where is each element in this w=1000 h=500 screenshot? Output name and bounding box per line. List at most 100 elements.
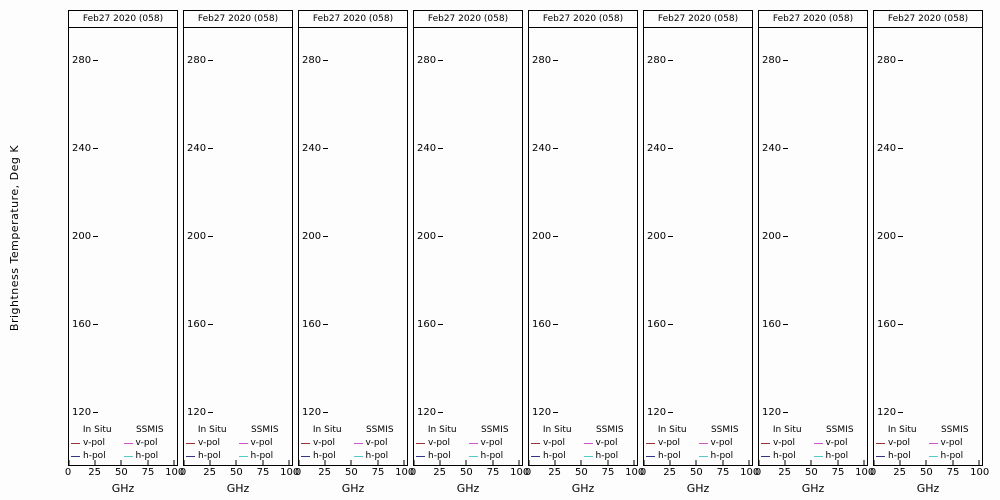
y-tick: 200 [532,230,559,242]
y-tick-label: 200 [302,230,322,242]
y-tick: 120 [302,406,329,418]
legend-entry-ssmis-vpol: v-pol [698,438,752,448]
plot-area: 280 240 200 160 120 [68,28,178,466]
y-tick: 160 [762,318,789,330]
y-tick-label: 120 [187,406,207,418]
x-tick-mark [925,460,927,465]
legend: In Situ SSMIS v-pol v-pol h-pol h-pol [186,425,291,461]
legend-entry-insitu-vpol: v-pol [531,438,584,448]
y-tick-label: 160 [302,318,322,330]
x-tick-label: 100 [740,467,760,478]
x-tick-label: 50 [459,467,473,478]
x-tick-label: 75 [946,467,960,478]
y-tick-label: 200 [532,230,552,242]
y-tick-mark [553,323,559,325]
y-tick: 280 [302,54,329,66]
ssmis-hpol-line-sample [813,455,823,457]
legend-entry-insitu-vpol: v-pol [416,438,469,448]
y-tick-mark [553,147,559,149]
x-tick-mark [298,460,300,465]
y-tick-mark [783,323,789,325]
x-tick-label: 75 [141,467,155,478]
x-tick-mark [554,460,556,465]
y-tick-mark [208,147,214,149]
legend-entry-ssmis-vpol: v-pol [353,438,407,448]
legend-header-insitu: In Situ [82,425,112,435]
y-tick-mark [668,235,674,237]
y-tick-label: 240 [302,142,322,154]
legend-entry-insitu-hpol: h-pol [301,451,354,461]
y-tick-mark [898,147,904,149]
x-tick-mark [147,460,149,465]
y-tick-mark [783,235,789,237]
x-tick-label: 75 [601,467,615,478]
y-tick-label: 200 [72,230,92,242]
legend-label-vpol: v-pol [135,438,158,448]
legend-entry-ssmis-vpol: v-pol [813,438,867,448]
y-tick: 160 [417,318,444,330]
legend-header-insitu: In Situ [657,425,687,435]
legend: In Situ SSMIS v-pol v-pol h-pol h-pol [71,425,176,461]
ssmis-vpol-line-sample [468,442,478,444]
x-tick-mark [518,460,520,465]
x-tick-mark [262,460,264,465]
x-tick-mark [377,460,379,465]
y-tick: 240 [532,142,559,154]
x-tick-mark [633,460,635,465]
y-tick-label: 280 [187,54,207,66]
y-axis-label: Brightness Temperature, Deg K [8,144,21,332]
y-tick: 200 [187,230,214,242]
x-tick-label: 0 [409,467,417,478]
y-tick-label: 200 [762,230,782,242]
y-tick-mark [553,235,559,237]
legend-label-vpol: v-pol [658,438,681,448]
x-tick-label: 0 [179,467,187,478]
y-tick-mark [898,235,904,237]
y-tick-label: 280 [877,54,897,66]
legend-label-vpol: v-pol [83,438,106,448]
legend-header-insitu: In Situ [197,425,227,435]
subplot-panel: Feb27 2020 (058) 280 240 200 160 120 [295,10,414,495]
y-tick-mark [783,411,789,413]
plot-area: 280 240 200 160 120 [758,28,868,466]
y-tick-label: 160 [647,318,667,330]
y-tick-mark [668,147,674,149]
y-tick-label: 240 [72,142,92,154]
insitu-hpol-line-sample [761,455,770,457]
legend-header-ssmis: SSMIS [480,425,509,435]
legend-label-hpol: h-pol [365,451,389,461]
insitu-hpol-line-sample [531,455,540,457]
legend-entry-ssmis-vpol: v-pol [123,438,177,448]
y-tick-mark [438,411,444,413]
x-tick-label: 100 [165,467,185,478]
y-tick: 160 [647,318,674,330]
y-tick: 240 [417,142,444,154]
x-tick-label: 25 [433,467,447,478]
x-tick-mark [580,460,582,465]
legend-label-vpol: v-pol [313,438,336,448]
x-tick-label: 25 [318,467,332,478]
x-axis-ticks: 0 25 50 75 100 [640,467,759,479]
y-tick-mark [93,147,99,149]
y-tick: 120 [72,406,99,418]
legend-label-hpol: h-pol [658,451,681,461]
x-tick-label: 100 [395,467,415,478]
y-tick-mark [438,147,444,149]
subplot-panel: Feb27 2020 (058) 280 240 200 160 120 [179,10,299,495]
legend-entry-ssmis-hpol: h-pol [698,451,752,461]
legend-label-hpol: h-pol [428,451,451,461]
x-tick-label: 100 [280,467,300,478]
ssmis-hpol-line-sample [238,455,248,457]
y-tick: 160 [302,318,329,330]
y-tick-label: 160 [532,318,552,330]
y-tick-label: 200 [417,230,437,242]
y-tick: 280 [72,54,99,66]
legend-header-ssmis: SSMIS [595,425,624,435]
x-tick-mark [643,460,645,465]
y-tick-mark [93,323,99,325]
x-tick-label: 25 [893,467,907,478]
y-tick-mark [553,59,559,61]
insitu-vpol-line-sample [71,442,80,444]
x-tick-label: 100 [625,467,645,478]
x-tick-label: 25 [778,467,792,478]
